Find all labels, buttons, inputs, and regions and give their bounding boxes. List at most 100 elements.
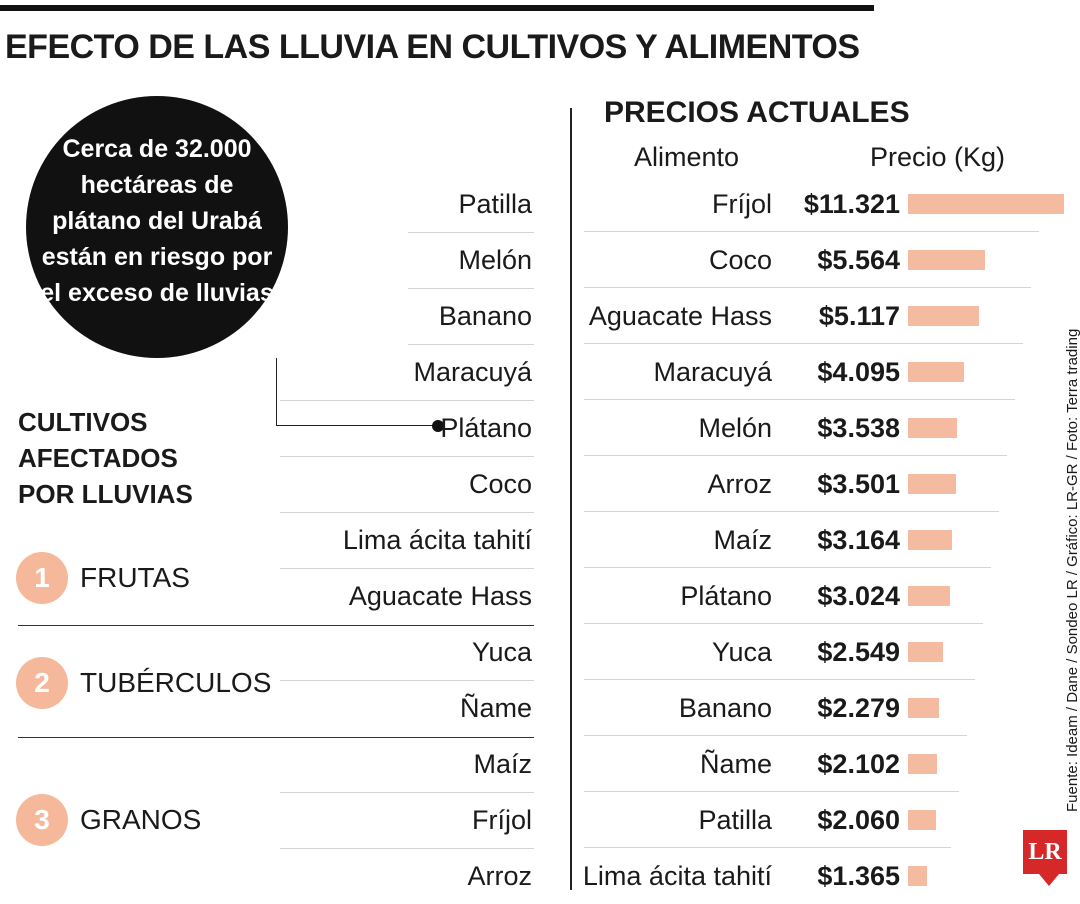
price-row: Aguacate Hass $5.117: [584, 288, 1064, 344]
credits: Fuente: Ideam / Dane / Sondeo LR / Gráfi…: [1064, 328, 1080, 812]
cultivos-heading: CULTIVOS AFECTADOS POR LLUVIAS: [18, 404, 193, 512]
price-value-label: $2.549: [817, 637, 900, 667]
price-bar: [908, 194, 1064, 214]
price-row-divider: [584, 847, 951, 848]
price-bar: [908, 250, 985, 270]
lr-logo: LR: [1023, 830, 1067, 874]
price-bar: [908, 754, 937, 774]
crop-item: Lima ácita tahití: [342, 525, 532, 555]
crop-item: Plátano: [440, 413, 532, 443]
column-header-alimento: Alimento: [634, 142, 740, 172]
crop-row-divider: [408, 288, 534, 289]
crop-item: Ñame: [459, 693, 532, 723]
price-value-label: $3.024: [817, 581, 900, 611]
prices-title: PRECIOS ACTUALES: [604, 96, 910, 129]
price-food-label: Banano: [678, 693, 772, 723]
crop-item: Melón: [458, 245, 532, 275]
price-row-divider: [584, 679, 975, 680]
price-row: Lima ácita tahití $1.365: [582, 848, 1064, 904]
price-bar: [908, 866, 927, 886]
group-frutas: 1 FRUTAS: [16, 552, 190, 604]
price-food-label: Yuca: [711, 637, 772, 667]
crop-item: Aguacate Hass: [348, 581, 532, 611]
price-value-label: $1.365: [817, 861, 900, 891]
price-row-divider: [584, 735, 967, 736]
price-food-label: Maracuyá: [653, 357, 772, 387]
price-food-label: Fríjol: [712, 189, 772, 219]
price-row: Ñame $2.102: [584, 736, 1064, 792]
crop-item: Arroz: [467, 861, 532, 891]
price-food-label: Patilla: [698, 805, 772, 835]
group-tuberculos: 2 TUBÉRCULOS: [16, 657, 271, 709]
crop-item: Patilla: [458, 189, 532, 219]
crop-row-divider: [280, 848, 534, 849]
price-food-label: Melón: [698, 413, 772, 443]
price-bar: [908, 306, 979, 326]
price-value-label: $5.564: [817, 245, 900, 275]
price-row-divider: [584, 511, 999, 512]
price-food-label: Aguacate Hass: [588, 301, 772, 331]
callout-text: Cerca de 32.000 hectáreas de plátano del…: [40, 135, 274, 307]
crop-row-divider: [280, 400, 534, 401]
group-name: GRANOS: [80, 804, 202, 835]
price-row: Coco $5.564: [584, 232, 1064, 288]
price-row-divider: [584, 231, 1039, 232]
column-divider: [570, 108, 572, 890]
callout-connector: [276, 358, 438, 426]
price-row: Banano $2.279: [584, 680, 1064, 736]
price-row: Fríjol $11.321: [584, 176, 1064, 232]
crop-item: Fríjol: [472, 805, 532, 835]
price-value-label: $3.538: [817, 413, 900, 443]
price-row: Plátano $3.024: [584, 568, 1064, 624]
crop-item: Maíz: [473, 749, 532, 779]
price-bar: [908, 474, 956, 494]
price-value-label: $5.117: [818, 301, 900, 331]
price-row: Melón $3.538: [584, 400, 1064, 456]
price-value-label: $3.164: [817, 525, 900, 555]
price-value-label: $2.102: [817, 749, 900, 779]
price-food-label: Arroz: [707, 469, 772, 499]
crop-row-divider: [280, 456, 534, 457]
price-row: Maíz $3.164: [584, 512, 1064, 568]
group-separator: [18, 625, 534, 626]
price-row-divider: [584, 791, 959, 792]
callout-dot: [432, 420, 444, 432]
price-value-label: $2.279: [817, 693, 900, 723]
group-separator: [18, 737, 534, 738]
lr-logo-tail: [1039, 874, 1059, 886]
group-number-badge: 1: [16, 552, 68, 604]
price-bar: [908, 586, 950, 606]
price-row: Yuca $2.549: [584, 624, 1064, 680]
crop-item: Banano: [438, 301, 532, 331]
crop-item: Coco: [468, 469, 532, 499]
price-row-divider: [584, 287, 1031, 288]
price-bar: [908, 530, 952, 550]
price-row: Patilla $2.060: [584, 792, 1064, 848]
price-row-divider: [584, 455, 1007, 456]
crop-row-divider: [408, 344, 534, 345]
price-row-divider: [584, 399, 1015, 400]
price-bar: [908, 698, 939, 718]
crop-item: Maracuyá: [413, 357, 532, 387]
price-value-label: $2.060: [817, 805, 900, 835]
crop-row-divider: [408, 232, 534, 233]
top-rule: [0, 5, 874, 11]
cultivos-heading-line: AFECTADOS: [18, 443, 178, 473]
cultivos-heading-line: POR LLUVIAS: [18, 479, 193, 509]
crop-row-divider: [280, 568, 534, 569]
group-granos: 3 GRANOS: [16, 794, 201, 846]
callout-circle: Cerca de 32.000 hectáreas de plátano del…: [26, 96, 288, 358]
group-number-badge: 2: [16, 657, 68, 709]
price-bar: [908, 810, 936, 830]
price-value-label: $4.095: [817, 357, 900, 387]
price-food-label: Plátano: [680, 581, 772, 611]
group-number-badge: 3: [16, 794, 68, 846]
price-bar: [908, 642, 943, 662]
cultivos-heading-line: CULTIVOS: [18, 407, 148, 437]
price-value-label: $3.501: [817, 469, 900, 499]
price-food-label: Lima ácita tahití: [582, 861, 772, 891]
price-row: Maracuyá $4.095: [584, 344, 1064, 400]
crop-item: Yuca: [471, 637, 532, 667]
price-row-divider: [584, 343, 1023, 344]
page-title: EFECTO DE LAS LLUVIA EN CULTIVOS Y ALIME…: [5, 28, 860, 66]
